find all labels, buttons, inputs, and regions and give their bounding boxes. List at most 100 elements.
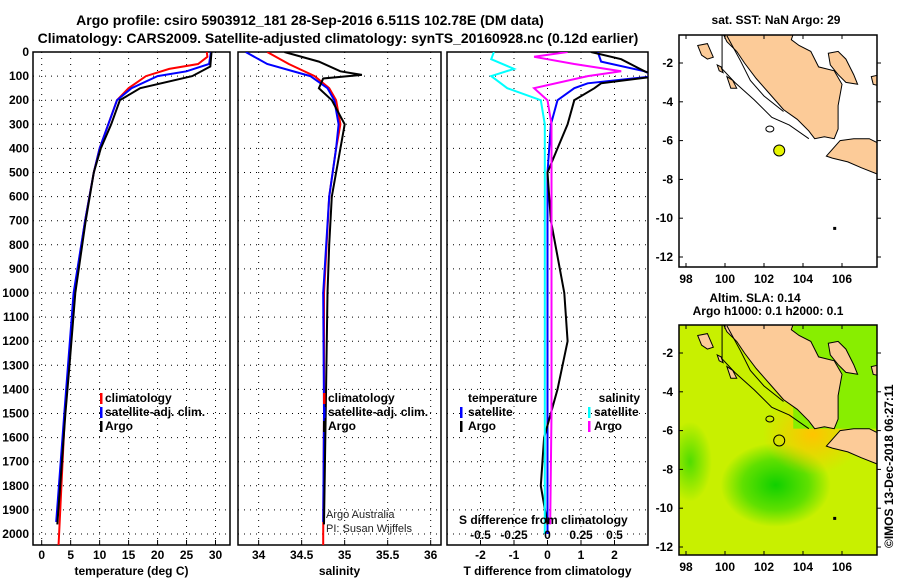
credit-pi: PI: Susan Wijffels (326, 523, 412, 535)
land-pagai (725, 75, 738, 89)
land-java (825, 138, 877, 175)
legend-label: Argo (594, 419, 622, 433)
land-sipora (716, 353, 724, 364)
legend-label: Argo (468, 419, 496, 433)
y-tick-label: 1700 (2, 455, 29, 469)
legend-label: satellite (468, 405, 513, 419)
series-line-temperature-argo (539, 52, 648, 525)
christmas-island (833, 516, 837, 520)
temperature-panel: 0 5 10 15 20 25 30 temperature (deg C) 0 100 200 30… (2, 45, 231, 578)
s-tick-label: 0.25 (569, 528, 593, 542)
y-tick-label: 300 (9, 117, 29, 131)
lat-tick-label: -4 (662, 385, 673, 399)
x-tick-label: 35 (338, 548, 352, 562)
x-axis-label: temperature (deg C) (74, 564, 188, 578)
land-siberut (697, 333, 714, 350)
x-tick-label: 20 (151, 548, 165, 562)
y-tick-label: 400 (9, 141, 29, 155)
depth-contour (726, 35, 784, 112)
lon-tick-label: 102 (754, 560, 774, 574)
legend-label: Argo (105, 419, 133, 433)
argo-float-marker (773, 434, 786, 447)
y-tick-label: 200 (9, 93, 29, 107)
series-line-argo (56, 52, 213, 525)
y-tick-label: 2000 (2, 527, 29, 541)
land-sumatra (723, 35, 843, 140)
series-line-temperature-satellite (546, 52, 648, 534)
lat-tick-label: -12 (656, 250, 674, 264)
land-bangka (827, 340, 859, 375)
y-tick-label: 1000 (2, 286, 29, 300)
x-tick-label: 1 (578, 548, 585, 562)
series-line-salinity-argo (531, 52, 622, 525)
y-tick-label: 900 (9, 262, 29, 276)
lat-tick-label: -4 (662, 95, 673, 109)
legend-label: satellite (594, 405, 639, 419)
lon-tick-label: 104 (793, 272, 813, 286)
lat-tick-label: -8 (662, 462, 673, 476)
legend-swatch (588, 407, 591, 418)
y-tick-label: 800 (9, 238, 29, 252)
difference-panel: -2 -1 0 1 2 T difference from climatology temp… (446, 51, 649, 578)
legend-swatch (100, 421, 103, 432)
lat-tick-label: -10 (656, 211, 674, 225)
enggano-island (765, 415, 775, 423)
x-tick-label: 36 (424, 548, 438, 562)
lon-tick-label: 104 (793, 560, 813, 574)
x-tick-label: 0 (38, 548, 45, 562)
map-content (679, 325, 877, 555)
lon-tick-label: 102 (754, 272, 774, 286)
y-tick-label: 0 (22, 45, 29, 59)
legend-label: climatology (105, 391, 172, 405)
land-belitung (870, 364, 877, 376)
series-line-argo (284, 52, 363, 525)
lat-tick-label: -8 (662, 172, 673, 186)
depth-contour (721, 35, 810, 140)
y-tick-label: 1300 (2, 358, 29, 372)
y-tick-label: 1900 (2, 503, 29, 517)
sla-low-anomaly (679, 421, 712, 502)
y-tick-label: 1500 (2, 407, 29, 421)
x-tick-label: 2 (611, 548, 618, 562)
s-tick-label: 0.5 (606, 528, 623, 542)
x-tick-label: 15 (122, 548, 136, 562)
y-tick-label: 1800 (2, 479, 29, 493)
map-subtitle: Argo h1000: 0.1 h2000: 0.1 (693, 304, 844, 318)
series-group (55, 52, 213, 545)
lat-tick-label: -6 (662, 424, 673, 438)
series-group (489, 52, 648, 534)
lon-tick-label: 100 (715, 560, 735, 574)
legend-title-temperature: temperature (468, 391, 538, 405)
x-tick-label: 34.5 (290, 548, 314, 562)
map-title: Altim. SLA: 0.14 (709, 291, 801, 305)
series-line-salinity-satellite (489, 52, 546, 534)
series-line-climatology (266, 52, 342, 545)
legend-label: climatology (328, 391, 395, 405)
land-java (825, 428, 877, 465)
lon-tick-label: 98 (679, 560, 693, 574)
x-axis-label: salinity (319, 564, 361, 578)
legend-swatch (100, 407, 103, 418)
x-tick-label: 35.5 (376, 548, 400, 562)
plot-frame (237, 51, 442, 546)
lon-tick-label: 106 (832, 272, 852, 286)
land-bangka (827, 50, 859, 85)
legend-swatch (460, 407, 463, 418)
sst-map: sat. SST: NaN Argo: 29 98 100 102 104 106 -2 -4… (656, 13, 881, 286)
lat-tick-label: -10 (656, 501, 674, 515)
legend-swatch (323, 421, 326, 432)
y-tick-label: 700 (9, 214, 29, 228)
lon-tick-label: 106 (832, 560, 852, 574)
y-tick-label: 1600 (2, 431, 29, 445)
land-belitung (870, 74, 877, 86)
lat-tick-label: -12 (656, 540, 674, 554)
land-pagai (725, 365, 738, 379)
christmas-island (833, 226, 837, 230)
land-sumatra (723, 325, 843, 430)
plot-frame (32, 51, 231, 546)
y-tick-label: 1200 (2, 334, 29, 348)
legend-swatch (100, 393, 103, 404)
x-tick-label: -2 (475, 548, 486, 562)
x-axis-label: T difference from climatology (463, 564, 631, 578)
